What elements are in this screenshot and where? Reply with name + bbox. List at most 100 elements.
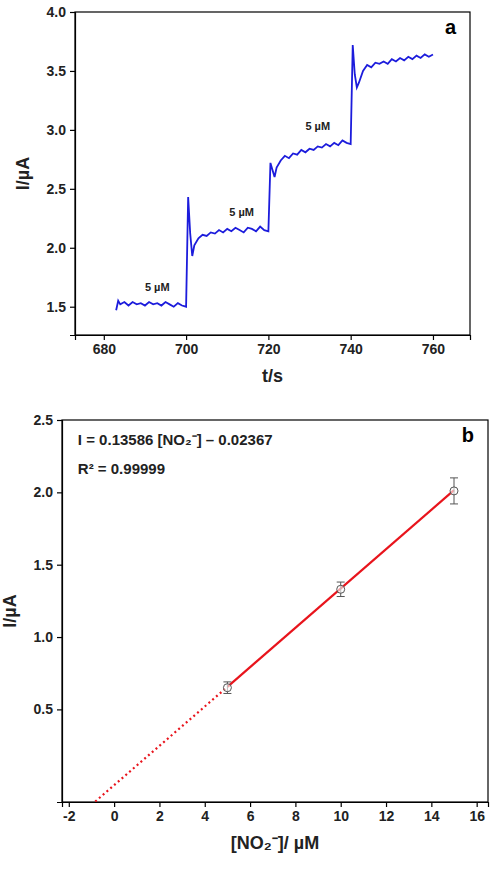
error-bar	[223, 682, 231, 694]
tick: 720	[257, 335, 281, 357]
tick-label: 4.0	[47, 4, 67, 20]
tick-label: 8	[292, 808, 300, 824]
tick: 1.5	[34, 557, 62, 573]
marks	[116, 45, 433, 310]
tick: 680	[93, 335, 117, 357]
tick-mark	[70, 12, 75, 13]
error-bar	[337, 582, 345, 596]
tick-mark	[295, 802, 296, 807]
tick: 700	[175, 335, 199, 357]
axis-line	[70, 13, 76, 336]
tick: 2.0	[34, 484, 62, 500]
tick-mark	[104, 335, 105, 340]
panel-1: -202468101214160.51.01.52.02.5I = 0.1358…	[0, 412, 489, 853]
tick: 16	[469, 802, 485, 824]
annotation: I = 0.13586 [NO₂⁻] – 0.02367	[78, 431, 273, 448]
tick-mark	[70, 71, 75, 72]
tick-label: 0	[111, 808, 119, 824]
tick-mark	[69, 802, 70, 807]
tick-label: 12	[379, 808, 395, 824]
tick-mark	[433, 335, 434, 340]
tick-mark	[250, 802, 251, 807]
tick: -2	[63, 802, 76, 824]
tick-label: 2.0	[47, 240, 67, 256]
marks	[91, 478, 458, 802]
tick-label: 16	[469, 808, 485, 824]
tick-mark	[57, 709, 62, 710]
tick-mark	[114, 802, 115, 807]
tick-mark	[57, 420, 62, 421]
tick-label: 2.5	[47, 181, 67, 197]
data-point	[223, 684, 231, 692]
tick-label: 3.5	[47, 63, 67, 79]
tick-mark	[386, 802, 387, 807]
error-cap	[450, 503, 458, 504]
x-axis-title: t/s	[262, 366, 283, 386]
data-point	[450, 487, 458, 495]
plot-frame	[62, 420, 488, 802]
tick: 2.5	[47, 181, 75, 197]
panel-0: 6807007207407601.52.02.53.03.54.05 µM5 µ…	[13, 4, 471, 386]
panel-label: a	[445, 16, 457, 38]
tick-mark	[351, 335, 352, 340]
y-axis-title: I/µA	[13, 157, 33, 190]
y-axis: 0.5 1.0 1.5 2.0 2.5	[34, 412, 63, 803]
tick-label: 3.0	[47, 122, 67, 138]
tick-label: 2.0	[34, 484, 54, 500]
tick: 14	[424, 802, 440, 824]
tick-label: 14	[424, 808, 440, 824]
tick-mark	[477, 802, 478, 807]
fit-line	[227, 490, 454, 687]
tick-mark	[341, 802, 342, 807]
tick-mark	[70, 130, 75, 131]
error-cap	[450, 477, 458, 478]
tick: 760	[422, 335, 446, 357]
tick-mark	[57, 492, 62, 493]
tick: 2	[156, 802, 164, 824]
x-axis: -20246810121416	[63, 802, 489, 824]
axis-line	[63, 803, 489, 808]
tick: 1.0	[34, 629, 62, 645]
tick: 0.5	[34, 701, 62, 717]
data-point	[337, 585, 345, 593]
tick-mark	[205, 802, 206, 807]
tick: 3.0	[47, 122, 75, 138]
tick: 10	[333, 802, 349, 824]
current-trace	[116, 45, 433, 310]
error-bar	[450, 478, 458, 504]
tick-label: 700	[175, 341, 199, 357]
annotation: R² = 0.99999	[78, 460, 165, 477]
plot-frame	[75, 12, 470, 335]
tick-label: -2	[63, 808, 76, 824]
tick-mark	[70, 307, 75, 308]
error-cap	[337, 582, 345, 583]
tick-mark	[70, 248, 75, 249]
error-cap	[223, 693, 231, 694]
x-axis-title: [NO₂⁻]/ µM	[231, 833, 319, 853]
extrapolation-line	[91, 687, 227, 802]
tick-mark	[159, 802, 160, 807]
tick: 3.5	[47, 63, 75, 79]
tick-mark	[268, 335, 269, 340]
tick: 0	[111, 802, 119, 824]
tick-label: 680	[93, 341, 117, 357]
error-cap	[223, 681, 231, 682]
tick: 8	[292, 802, 300, 824]
tick-mark	[431, 802, 432, 807]
tick-label: 10	[333, 808, 349, 824]
tick: 1.5	[47, 299, 75, 315]
tick-label: 1.5	[34, 557, 54, 573]
error-cap	[337, 596, 345, 597]
panel-label: b	[462, 424, 474, 446]
tick: 740	[339, 335, 363, 357]
tick-label: 4	[201, 808, 209, 824]
tick-label: 2	[156, 808, 164, 824]
tick-mark	[186, 335, 187, 340]
tick-mark	[57, 565, 62, 566]
tick: 2.5	[34, 412, 62, 428]
annotation: 5 µM	[305, 120, 330, 132]
tick: 2.0	[47, 240, 75, 256]
tick: 12	[379, 802, 395, 824]
tick: 4.0	[47, 4, 75, 20]
axis-line	[76, 336, 471, 341]
